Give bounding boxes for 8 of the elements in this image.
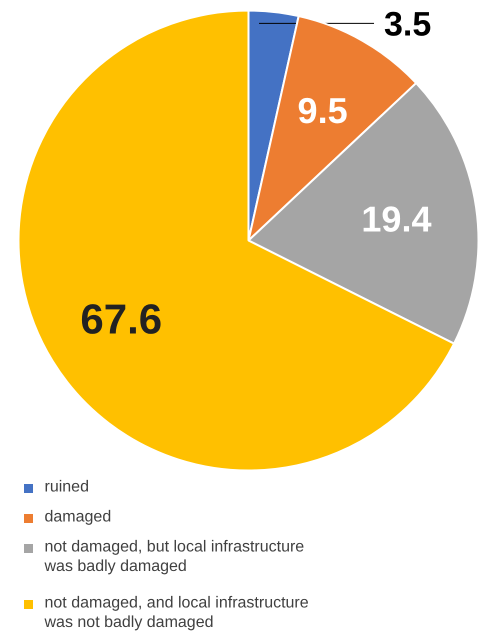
data-label: 67.6 <box>80 296 162 343</box>
legend-label: ruined <box>44 478 89 496</box>
legend-label: not damaged, but local infrastructure was badly damaged <box>44 538 304 576</box>
legend-label: not damaged, and local infrastructure was not badly damaged <box>44 594 309 632</box>
data-label: 3.5 <box>384 5 432 44</box>
legend-label: damaged <box>44 508 112 526</box>
data-label: 19.4 <box>361 198 432 240</box>
data-label: 9.5 <box>298 90 348 132</box>
